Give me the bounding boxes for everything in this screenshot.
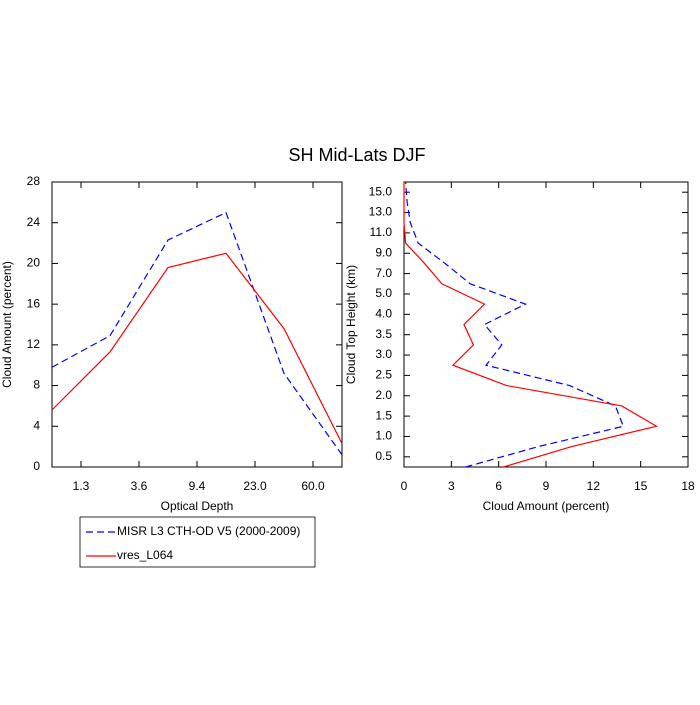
y-tick-label: 11.0 — [370, 225, 393, 239]
y-tick-label: 12 — [27, 337, 41, 351]
figure-title: SH Mid-Lats DJF — [288, 145, 425, 165]
x-tick-label: 3 — [448, 479, 455, 493]
y-tick-label: 3.5 — [375, 327, 392, 341]
series-line — [403, 182, 659, 468]
plot-frame — [51, 181, 343, 468]
y-tick-label: 8 — [33, 378, 40, 392]
plot-frame — [403, 181, 689, 468]
y-tick-label: 2.5 — [375, 368, 392, 382]
y-tick-label: 16 — [27, 296, 41, 310]
y-tick-label: 24 — [27, 215, 41, 229]
x-tick-label: 23.0 — [243, 479, 267, 493]
series-line — [51, 211, 343, 456]
x-tick-label: 18 — [681, 479, 695, 493]
x-tick-label: 6 — [495, 479, 502, 493]
x-axis-label: Cloud Amount (percent) — [483, 499, 610, 513]
y-tick-label: 9.0 — [375, 245, 392, 259]
legend-label: vres_L064 — [117, 548, 173, 562]
x-tick-label: 15 — [634, 479, 648, 493]
legend-box — [79, 516, 316, 568]
y-tick-label: 4 — [33, 418, 40, 432]
y-tick-label: 1.0 — [375, 429, 392, 443]
y-tick-label: 0.5 — [375, 449, 392, 463]
x-tick-label: 9.4 — [189, 479, 206, 493]
x-tick-label: 9 — [543, 479, 550, 493]
legend-label: MISR L3 CTH-OD V5 (2000-2009) — [117, 524, 300, 538]
y-tick-label: 7.0 — [375, 266, 392, 280]
y-tick-label: 28 — [27, 174, 41, 188]
x-axis-label: Optical Depth — [161, 499, 234, 513]
y-tick-label: 5.0 — [375, 286, 392, 300]
y-axis-label: Cloud Amount (percent) — [0, 261, 14, 388]
x-tick-label: 12 — [587, 479, 601, 493]
y-tick-label: 20 — [27, 256, 41, 270]
y-tick-label: 2.0 — [375, 388, 392, 402]
y-tick-label: 13.0 — [369, 205, 393, 219]
y-tick-label: 0 — [33, 459, 40, 473]
y-tick-label: 1.5 — [375, 408, 392, 422]
y-tick-label: 3.0 — [375, 347, 392, 361]
y-tick-label: 4.0 — [375, 306, 392, 320]
series-line — [404, 181, 625, 468]
series-line — [51, 252, 343, 444]
y-tick-label: 15.0 — [369, 184, 393, 198]
y-axis-label: Cloud Top Height (km) — [344, 265, 358, 384]
x-tick-label: 3.6 — [131, 479, 148, 493]
x-tick-label: 0 — [401, 479, 408, 493]
x-tick-label: 60.0 — [301, 479, 325, 493]
x-tick-label: 1.3 — [73, 479, 90, 493]
